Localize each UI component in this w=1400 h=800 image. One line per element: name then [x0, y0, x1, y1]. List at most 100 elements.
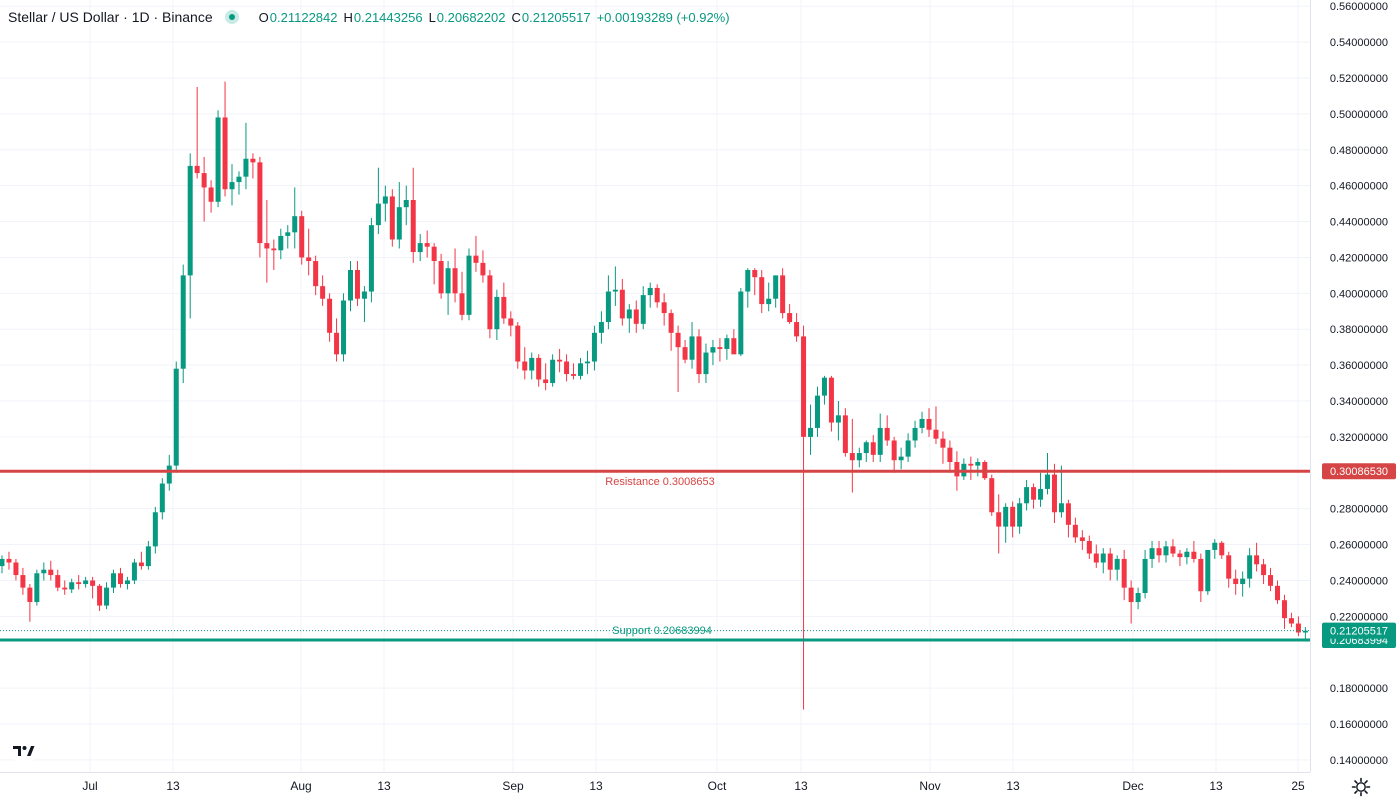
last-price-tag: [1322, 622, 1396, 639]
candle: [173, 361, 179, 473]
candle-body: [69, 582, 75, 590]
candle-body: [76, 582, 82, 585]
candle: [292, 187, 298, 249]
candle: [1086, 535, 1092, 559]
time-tick-label: Sep: [502, 779, 524, 793]
gear-icon[interactable]: [1350, 776, 1372, 798]
candle: [229, 164, 235, 206]
candle: [773, 275, 779, 308]
low-value: 0.20682202: [436, 9, 506, 25]
candle: [1219, 540, 1225, 559]
candle-body: [327, 298, 333, 333]
candle: [578, 357, 584, 380]
candle: [208, 180, 214, 213]
candle: [278, 228, 284, 260]
candle-body: [243, 158, 249, 177]
candle-body: [62, 587, 68, 590]
close-key: C: [511, 9, 521, 25]
candle: [445, 261, 451, 315]
candle-body: [759, 277, 765, 305]
candle-body: [884, 427, 890, 441]
horizontal-lines[interactable]: Resistance 0.3008653 Support 0.20683994: [0, 469, 1310, 642]
candle: [201, 156, 207, 222]
candle-body: [334, 332, 340, 355]
candle: [654, 284, 660, 308]
candle-body: [1275, 585, 1281, 601]
candle: [20, 567, 26, 595]
candle: [835, 401, 841, 441]
price-axis[interactable]: 0.56000000 0.54000000 0.52000000 0.50000000…: [1322, 1, 1396, 767]
candle-body: [557, 359, 563, 362]
candle: [1233, 569, 1239, 595]
candle-body: [954, 462, 960, 477]
chart-grid: [0, 0, 1311, 773]
price-tick-label: 0.26000000: [1330, 540, 1388, 552]
candle: [97, 584, 103, 611]
candle: [856, 447, 862, 468]
candle: [675, 325, 681, 393]
candle-body: [1058, 503, 1064, 513]
candle-body: [947, 447, 953, 463]
candle-body: [612, 289, 618, 292]
candle: [1156, 540, 1162, 563]
candle-body: [647, 287, 653, 296]
candle-body: [571, 374, 577, 376]
candle: [940, 431, 946, 464]
close-value: 0.21205517: [521, 9, 591, 25]
candle-body: [1268, 575, 1274, 586]
candle: [361, 286, 367, 323]
candle-body: [403, 200, 409, 208]
candle-body: [1135, 593, 1141, 602]
candle: [76, 575, 82, 590]
candle-body: [1038, 488, 1044, 500]
candle: [466, 248, 472, 321]
candle-body: [264, 243, 270, 249]
candle-body: [111, 573, 117, 588]
candle: [926, 408, 932, 437]
candle: [1226, 551, 1232, 588]
candle: [1017, 497, 1023, 534]
candle: [1205, 549, 1211, 595]
candle: [787, 304, 793, 324]
symbol-title[interactable]: Stellar / US Dollar · 1D · Binance: [8, 9, 213, 25]
candle: [1247, 548, 1253, 588]
candle: [612, 266, 618, 306]
price-tick-label: 0.44000000: [1330, 217, 1388, 229]
candle: [382, 185, 388, 222]
candle-body: [1156, 548, 1162, 556]
candle: [62, 580, 68, 595]
candle: [83, 576, 89, 588]
time-axis[interactable]: Jul 13 Aug 13 Sep 13 Oct 13 Nov 13 Dec 13 25: [82, 779, 1305, 793]
candle: [1268, 567, 1274, 592]
candle: [814, 386, 820, 437]
candle-body: [313, 261, 319, 287]
candle: [550, 354, 556, 387]
candle-body: [229, 182, 235, 190]
time-tick-label: Nov: [919, 779, 940, 793]
candle-body: [584, 361, 590, 364]
candle-body: [654, 287, 660, 303]
candle: [299, 210, 305, 265]
candle-body: [1163, 546, 1169, 556]
candle: [1065, 499, 1071, 538]
candle: [13, 558, 19, 581]
price-tick-label: 0.16000000: [1330, 719, 1388, 731]
candle-body: [801, 336, 807, 437]
candle-body: [348, 270, 353, 301]
resistance-price-tag: [1322, 463, 1396, 480]
candle: [473, 235, 479, 272]
candle-body: [466, 255, 472, 315]
candle-body: [1072, 524, 1078, 538]
candle-body: [480, 262, 486, 276]
time-tick-label: 13: [794, 779, 808, 793]
candle: [243, 122, 249, 190]
candle: [780, 268, 786, 319]
candle: [1114, 555, 1120, 581]
tradingview-logo-icon[interactable]: [8, 736, 40, 764]
candle: [222, 81, 228, 197]
candle: [884, 415, 890, 446]
candle: [968, 456, 974, 480]
candle: [145, 540, 151, 570]
candle-body: [856, 453, 862, 461]
